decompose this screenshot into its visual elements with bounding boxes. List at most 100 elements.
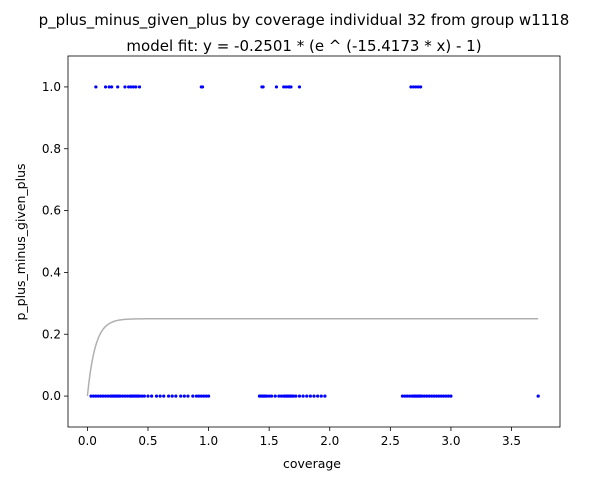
data-point <box>446 394 451 398</box>
data-point <box>110 85 114 89</box>
data-point <box>414 85 418 89</box>
x-tick-label: 3.0 <box>441 434 460 448</box>
data-point <box>125 394 129 398</box>
data-point <box>89 394 93 398</box>
data-point <box>150 394 154 398</box>
data-point <box>536 394 540 398</box>
data-point <box>99 394 103 398</box>
data-point <box>194 394 199 398</box>
chart-title: p_plus_minus_given_plus by coverage indi… <box>39 11 570 30</box>
data-point <box>439 394 443 398</box>
data-point <box>204 394 208 398</box>
data-point <box>400 394 405 398</box>
x-axis-label: coverage <box>283 456 341 471</box>
y-tick-label: 1.0 <box>42 80 61 94</box>
data-point <box>429 394 434 398</box>
data-point <box>269 394 274 398</box>
x-tick-label: 2.0 <box>320 434 339 448</box>
y-tick-label: 0.4 <box>42 265 61 279</box>
data-point <box>403 394 407 398</box>
axes-frame <box>67 55 561 428</box>
data-point <box>103 394 108 398</box>
data-point <box>411 85 415 89</box>
data-point <box>179 394 183 398</box>
data-point <box>116 85 120 89</box>
data-point <box>405 394 409 398</box>
data-point <box>91 394 96 398</box>
y-tick-label: 0.8 <box>42 142 61 156</box>
data-point <box>123 85 127 89</box>
data-point <box>273 394 277 398</box>
data-point <box>312 394 316 398</box>
x-tick-label: 2.5 <box>381 434 400 448</box>
data-point <box>94 394 98 398</box>
data-point <box>191 394 195 398</box>
data-point <box>416 85 420 89</box>
data-point <box>131 85 136 89</box>
data-point <box>186 394 190 398</box>
data-point <box>279 394 283 398</box>
data-point <box>277 394 281 398</box>
data-point <box>142 394 146 398</box>
data-point <box>294 394 298 398</box>
data-point <box>282 85 286 89</box>
y-axis-label: p_plus_minus_given_plus <box>13 163 28 320</box>
data-point <box>162 394 166 398</box>
data-point <box>422 394 426 398</box>
data-point <box>442 394 446 398</box>
data-point <box>174 394 178 398</box>
data-point <box>297 394 302 398</box>
data-point <box>206 394 211 398</box>
data-point <box>166 394 171 398</box>
y-tick-label: 0.0 <box>42 389 61 403</box>
data-point <box>408 394 412 398</box>
data-point <box>419 85 423 89</box>
data-point <box>444 394 448 398</box>
data-point <box>425 394 429 398</box>
data-point <box>289 85 293 89</box>
data-point <box>291 394 295 398</box>
x-tick-label: 3.5 <box>502 434 521 448</box>
data-point <box>103 85 108 89</box>
data-point <box>137 394 142 398</box>
data-point <box>427 394 431 398</box>
data-point <box>432 394 436 398</box>
data-point <box>274 85 279 89</box>
data-point <box>118 394 122 398</box>
data-point <box>170 394 174 398</box>
x-axis-ticks: 0.0 0.5 1.0 1.5 2.0 2.5 3.0 3.5 <box>78 427 521 448</box>
data-point <box>146 394 150 398</box>
data-point <box>267 394 271 398</box>
data-point <box>437 394 441 398</box>
x-tick-label: 1.0 <box>199 434 218 448</box>
data-point <box>123 394 127 398</box>
data-point <box>134 85 138 89</box>
data-point <box>96 394 100 398</box>
data-point <box>308 394 312 398</box>
data-point <box>182 394 186 398</box>
y-tick-label: 0.2 <box>42 327 61 341</box>
data-point <box>199 394 203 398</box>
y-axis-ticks: 0.0 0.2 0.4 0.6 0.8 1.0 <box>42 80 68 403</box>
chart-subtitle: model fit: y = -0.2501 * (e ^ (-15.4173 … <box>126 37 481 55</box>
data-point <box>154 394 159 398</box>
x-tick-label: 0.5 <box>138 434 157 448</box>
data-point <box>323 394 327 398</box>
data-point <box>200 85 205 89</box>
data-point <box>126 85 131 89</box>
data-point <box>409 85 413 89</box>
data-point <box>158 394 162 398</box>
data-point <box>106 394 110 398</box>
data-point <box>434 394 438 398</box>
data-point <box>120 394 125 398</box>
data-point <box>261 85 265 89</box>
data-point <box>305 394 309 398</box>
data-point <box>420 394 424 398</box>
data-point <box>101 394 105 398</box>
data-point <box>265 394 269 398</box>
x-tick-label: 0.0 <box>78 434 97 448</box>
data-point <box>129 85 133 89</box>
data-point <box>301 394 305 398</box>
data-point <box>284 85 288 89</box>
